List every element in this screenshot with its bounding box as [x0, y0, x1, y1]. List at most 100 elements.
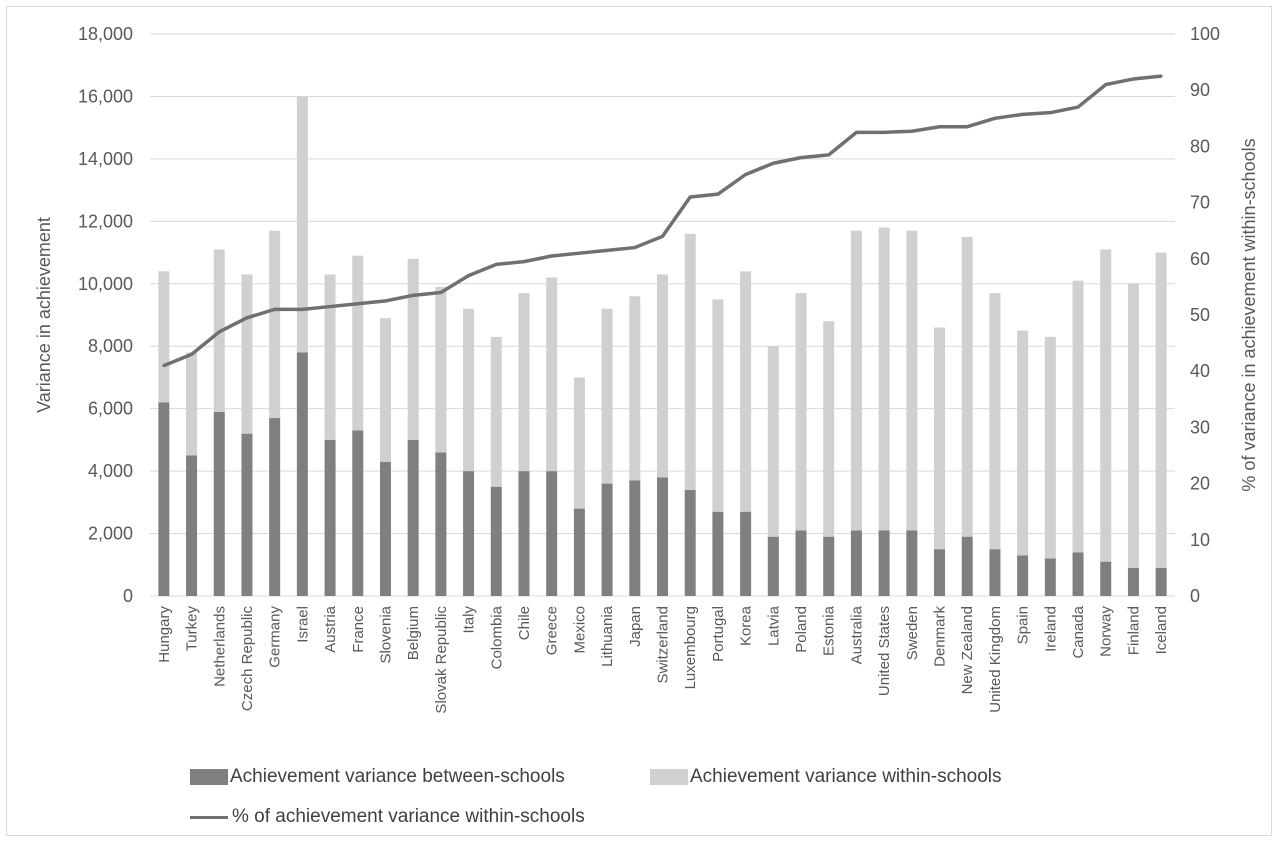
line-point	[771, 161, 775, 165]
y2-tick-label: 10	[1190, 530, 1210, 550]
bar-within	[158, 271, 170, 403]
y2-tick-label: 70	[1190, 193, 1210, 213]
y-tick-label: 8,000	[88, 336, 133, 356]
bar-between	[573, 508, 585, 596]
bar-between	[601, 483, 613, 596]
bar-within	[767, 346, 779, 537]
x-tick-label: Latvia	[765, 605, 782, 646]
x-tick-label: Sweden	[904, 606, 921, 660]
bar-between	[961, 536, 973, 596]
bar-between	[1127, 567, 1139, 596]
legend-label-between: Achievement variance between-schools	[230, 766, 565, 787]
bar-within	[934, 327, 946, 550]
bar-within	[601, 308, 613, 484]
bar-within	[1127, 283, 1139, 568]
bar-within	[269, 230, 281, 419]
x-tick-label: Iceland	[1153, 606, 1170, 654]
x-tick-label: New Zealand	[959, 606, 976, 694]
line-point	[882, 130, 886, 134]
bar-within	[629, 296, 641, 481]
x-tick-label: Luxembourg	[682, 606, 699, 689]
x-tick-label: Mexico	[571, 606, 588, 654]
x-tick-label: Canada	[1070, 605, 1087, 658]
x-tick-label: Netherlands	[211, 606, 228, 687]
line-point	[522, 260, 526, 264]
line-point	[1104, 83, 1108, 87]
y-tick-label: 10,000	[78, 274, 133, 294]
bar-between	[158, 402, 170, 596]
bar-between	[684, 489, 696, 596]
bar-within	[795, 293, 807, 531]
x-tick-label: Slovenia	[377, 605, 394, 663]
bar-within	[379, 318, 391, 462]
x-tick-label: Slovak Republic	[433, 606, 450, 714]
y2-tick-label: 30	[1190, 417, 1210, 437]
bar-between	[850, 530, 862, 596]
line-point	[744, 173, 748, 176]
x-tick-label: France	[350, 606, 367, 653]
line-point	[688, 195, 692, 199]
left-axis-ticks: 0 2,000 4,000 6,000 8,000 10,000 12,000 14,000 1…	[78, 24, 133, 606]
x-tick-label: Estonia	[821, 605, 838, 656]
x-tick-label: Portugal	[710, 606, 727, 662]
legend-item-between: Achievement variance between-schools	[190, 766, 565, 788]
line-point	[716, 192, 720, 196]
line-point	[965, 125, 969, 129]
y-tick-label: 4,000	[88, 461, 133, 481]
bar-between	[712, 511, 724, 596]
bar-within	[1017, 330, 1029, 556]
line-point	[328, 305, 332, 309]
y2-tick-label: 60	[1190, 249, 1210, 269]
y2-tick-label: 0	[1190, 586, 1200, 606]
bar-within	[1072, 280, 1084, 553]
y2-tick-label: 80	[1190, 136, 1210, 156]
line-point	[910, 129, 914, 133]
bars	[158, 96, 1167, 596]
legend-item-percent: % of achievement variance within-schools	[190, 806, 585, 828]
bar-between	[629, 480, 641, 596]
bar-within	[324, 274, 336, 440]
legend-label-within: Achievement variance within-schools	[690, 766, 1002, 787]
line-point	[854, 130, 858, 134]
line-point	[245, 316, 249, 320]
x-tick-label: Finland	[1125, 606, 1142, 655]
line-point	[577, 251, 581, 255]
bar-between	[767, 536, 779, 596]
bar-between	[269, 418, 281, 596]
bar-between	[989, 549, 1001, 596]
line-point	[633, 246, 637, 250]
line-point	[1048, 111, 1052, 115]
line-point	[383, 299, 387, 303]
y-tick-label: 18,000	[78, 24, 133, 44]
bar-within	[657, 274, 668, 478]
y-tick-label: 14,000	[78, 149, 133, 169]
bar-within	[961, 236, 973, 537]
bar-between	[435, 452, 447, 596]
bar-within	[1155, 252, 1167, 568]
bar-between	[186, 455, 198, 596]
category-axis-labels: Hungary Turkey Netherlands Czech Republic Ge…	[156, 605, 1170, 713]
bar-between	[795, 530, 807, 596]
x-tick-label: Ireland	[1042, 606, 1059, 652]
x-tick-label: Japan	[627, 606, 644, 647]
line-point	[799, 156, 803, 160]
bar-within	[878, 227, 890, 531]
line-point	[661, 234, 664, 238]
x-tick-label: Greece	[544, 606, 561, 655]
y2-tick-label: 40	[1190, 361, 1210, 381]
y2-tick-label: 50	[1190, 305, 1210, 325]
line-point	[827, 153, 831, 157]
line-point	[273, 307, 277, 311]
legend-item-within: Achievement variance within-schools	[650, 766, 1002, 788]
x-tick-label: Spain	[1015, 606, 1032, 644]
bar-within	[407, 258, 419, 440]
bar-between	[546, 471, 558, 596]
bar-within	[740, 271, 752, 512]
bar-within	[241, 274, 253, 434]
bar-within	[186, 352, 198, 456]
line-point	[1131, 77, 1135, 81]
x-tick-label: Chile	[516, 606, 533, 640]
line-point	[300, 307, 304, 311]
legend-swatch-within	[650, 769, 688, 785]
bar-between	[213, 411, 225, 596]
